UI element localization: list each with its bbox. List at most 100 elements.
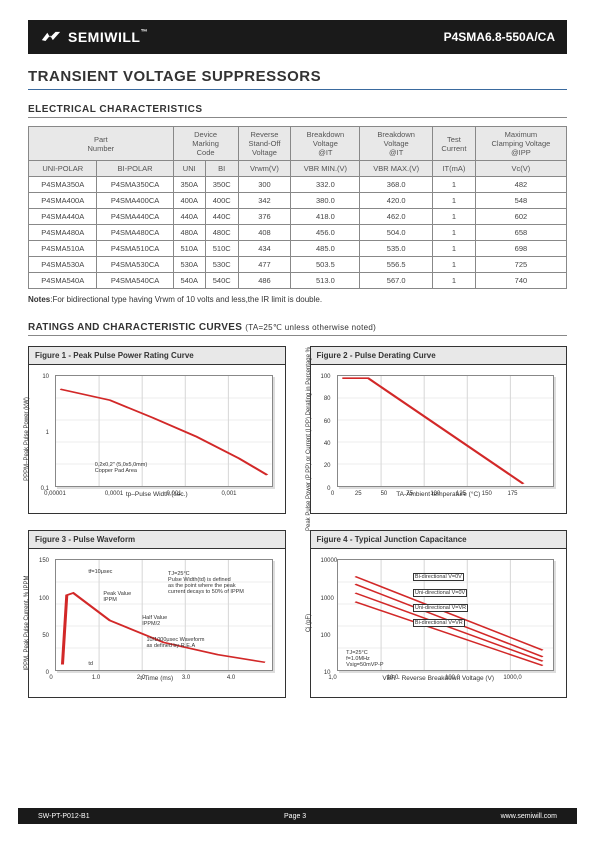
xtick: 50 xyxy=(381,491,388,497)
xtick: 75 xyxy=(406,491,413,497)
table-cell: 380.0 xyxy=(291,193,360,209)
table-cell: 485.0 xyxy=(291,241,360,257)
chart-annotation: TJ=25°Cf=1.0MHzVsig=50mVP-P xyxy=(346,650,383,668)
fig2-yt-1: 80 xyxy=(321,396,331,402)
xtick: 175 xyxy=(507,491,517,497)
fig1-xlabel: tp–Pulse Width (sec.) xyxy=(37,491,277,498)
fig1-ylabel: PPPM–Peak Pulse Power (kW) xyxy=(24,397,30,481)
table-subheader: Vrwm(V) xyxy=(238,161,291,177)
fig2-body: Peak Pulse Power (P PP) or Current (I PP… xyxy=(311,365,567,513)
elec-table: PartNumberDeviceMarkingCodeReverseStand-… xyxy=(28,126,567,289)
table-cell: 300 xyxy=(238,177,291,193)
fig3-title: Figure 3 - Pulse Waveform xyxy=(29,531,285,549)
chart-annotation: Peak ValueIPPM xyxy=(103,591,131,603)
table-row: P4SMA440AP4SMA440CA440A440C376418.0462.0… xyxy=(29,209,567,225)
table-cell: 440A xyxy=(173,209,205,225)
xtick: 100 xyxy=(430,491,440,497)
fig1-xt-3: 0,001 xyxy=(221,491,236,497)
section-rule xyxy=(28,117,567,118)
chart-annotation: Bi-directional V=0V xyxy=(413,573,464,581)
table-cell: 376 xyxy=(238,209,291,225)
table-cell: P4SMA510A xyxy=(29,241,97,257)
fig2-yt-0: 100 xyxy=(321,374,331,380)
table-cell: 440C xyxy=(205,209,238,225)
table-cell: 400A xyxy=(173,193,205,209)
fig3-body: IPPM, Peak Pulse Current, % IPPM 150 100… xyxy=(29,549,285,697)
table-cell: 482 xyxy=(475,177,566,193)
table-cell: 486 xyxy=(238,273,291,289)
fig2-ylabel: Peak Pulse Power (P PP) or Current (I PP… xyxy=(306,347,312,531)
footer-left: SW-PT-P012-B1 xyxy=(38,813,90,820)
notes-label: Notes xyxy=(28,295,50,304)
fig1-yt-1: 1 xyxy=(39,430,49,436)
xtick: 0 xyxy=(49,675,52,681)
table-cell: P4SMA440CA xyxy=(97,209,173,225)
table-cell: 510A xyxy=(173,241,205,257)
table-cell: 567.0 xyxy=(360,273,433,289)
xtick: 150 xyxy=(482,491,492,497)
fig2-chart xyxy=(337,375,555,487)
table-cell: 1 xyxy=(432,241,475,257)
table-cell: 1 xyxy=(432,225,475,241)
section-curves-title: RATINGS AND CHARACTERISTIC CURVES (TA=25… xyxy=(28,322,567,333)
fig2-title: Figure 2 - Pulse Derating Curve xyxy=(311,347,567,365)
xtick: 3.0 xyxy=(182,675,190,681)
figure-4: Figure 4 - Typical Junction Capacitance … xyxy=(310,530,568,698)
table-cell: 420.0 xyxy=(360,193,433,209)
table-cell: 350C xyxy=(205,177,238,193)
table-cell: 342 xyxy=(238,193,291,209)
table-cell: 1 xyxy=(432,273,475,289)
fig1-body: PPPM–Peak Pulse Power (kW) 10 1 0,1 0,2x… xyxy=(29,365,285,513)
table-cell: P4SMA400A xyxy=(29,193,97,209)
table-cell: 725 xyxy=(475,257,566,273)
fig1-xt-2: 0,001 xyxy=(166,491,181,497)
table-cell: P4SMA350A xyxy=(29,177,97,193)
fig3-chart: tf=10μsecPeak ValueIPPMHalf ValueIPPM/2T… xyxy=(55,559,273,671)
table-header: BreakdownVoltage@IT xyxy=(291,127,360,161)
table-row: P4SMA530AP4SMA530CA530A530C477503.5556.5… xyxy=(29,257,567,273)
table-cell: P4SMA540A xyxy=(29,273,97,289)
table-cell: 740 xyxy=(475,273,566,289)
table-subheader: BI-POLAR xyxy=(97,161,173,177)
table-cell: 530A xyxy=(173,257,205,273)
part-code: P4SMA6.8-550A/CA xyxy=(444,30,555,44)
curves-heading: RATINGS AND CHARACTERISTIC CURVES xyxy=(28,322,242,333)
table-cell: P4SMA480CA xyxy=(97,225,173,241)
table-cell: 510C xyxy=(205,241,238,257)
fig2-yt-4: 20 xyxy=(321,463,331,469)
table-header: MaximumClamping Voltage@IPP xyxy=(475,127,566,161)
fig2-yt-5: 0 xyxy=(321,486,331,492)
chart-annotation: Uni-directional V=0V xyxy=(413,589,467,597)
chart-annotation: TJ=25°CPulse Width(td) is definedas the … xyxy=(168,571,244,595)
table-cell: 548 xyxy=(475,193,566,209)
chart-annotation: Half ValueIPPM/2 xyxy=(142,615,167,627)
thead: PartNumberDeviceMarkingCodeReverseStand-… xyxy=(29,127,567,177)
fig3-ylabel: IPPM, Peak Pulse Current, % IPPM xyxy=(24,575,30,670)
table-subheader: VBR MIN.(V) xyxy=(291,161,360,177)
table-subheader: Vc(V) xyxy=(475,161,566,177)
title-rule xyxy=(28,89,567,90)
xtick: 125 xyxy=(456,491,466,497)
table-cell: P4SMA510CA xyxy=(97,241,173,257)
logo: SEMIWILL™ xyxy=(40,29,148,45)
curves-paren: (TA=25℃ unless otherwise noted) xyxy=(245,323,376,332)
xtick: 4.0 xyxy=(227,675,235,681)
fig1-xt-0: 0,00001 xyxy=(44,491,66,497)
tbody: P4SMA350AP4SMA350CA350A350C300332.0368.0… xyxy=(29,177,567,289)
table-cell: 698 xyxy=(475,241,566,257)
brand: SEMIWILL xyxy=(68,29,140,45)
table-header: TestCurrent xyxy=(432,127,475,161)
xtick: 0 xyxy=(331,491,334,497)
table-cell: 503.5 xyxy=(291,257,360,273)
fig3-yt-1: 100 xyxy=(39,596,49,602)
fig4-ylabel: Cj (pF) xyxy=(306,614,312,632)
page-title: TRANSIENT VOLTAGE SUPPRESSORS xyxy=(28,68,567,85)
fig1-title: Figure 1 - Peak Pulse Power Rating Curve xyxy=(29,347,285,365)
fig2-yt-2: 60 xyxy=(321,419,331,425)
fig1-xt-1: 0,0001 xyxy=(105,491,123,497)
section-rule-2 xyxy=(28,335,567,336)
table-cell: 556.5 xyxy=(360,257,433,273)
table-cell: 535.0 xyxy=(360,241,433,257)
fig1-chart: 0,2x0,2" (5,0x5,0mm)Copper Pad Area xyxy=(55,375,273,487)
xtick: 1.0 xyxy=(92,675,100,681)
